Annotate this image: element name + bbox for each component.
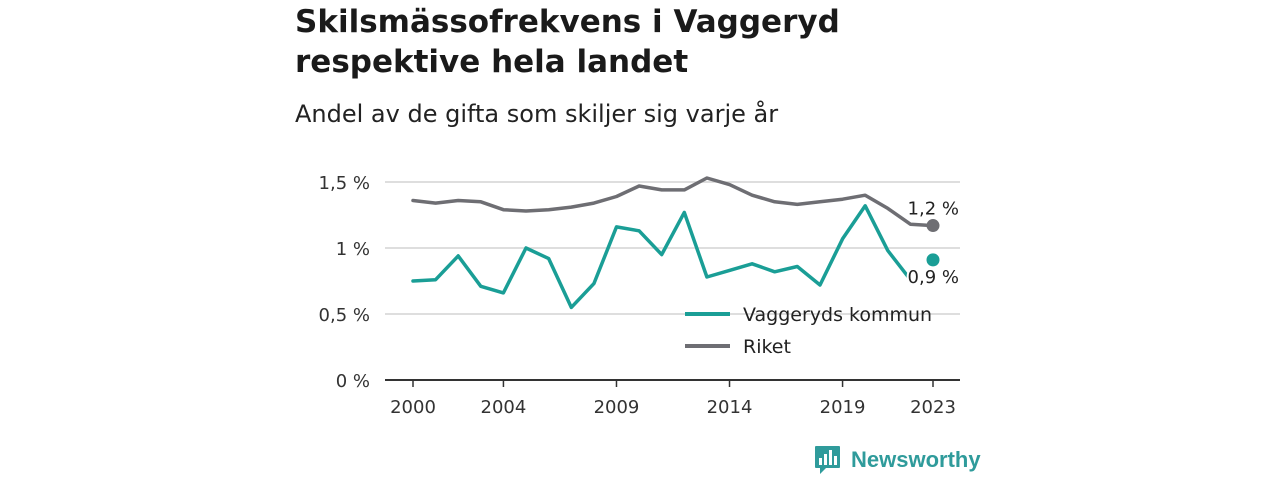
y-tick-label: 0 %: [336, 371, 370, 392]
y-tick-label: 0,5 %: [319, 305, 370, 326]
x-tick-label: 2004: [481, 397, 527, 418]
brand-name: Newsworthy: [851, 447, 981, 472]
y-tick-label: 1,5 %: [319, 173, 370, 194]
end-point-vaggeryd: [926, 253, 940, 267]
series-lines: [411, 176, 935, 310]
legend-label: Riket: [743, 336, 791, 358]
x-tick-label: 2019: [820, 397, 866, 418]
series-line-riket: [411, 176, 935, 228]
newsworthy-logo: Newsworthy: [814, 445, 981, 475]
chart-subtitle: Andel av de gifta som skiljer sig varje …: [295, 100, 779, 128]
x-tick-label: 2009: [594, 397, 640, 418]
y-axis-labels: 0 % 0,5 % 1 % 1,5 %: [319, 173, 370, 392]
x-tick-label: 2000: [390, 397, 436, 418]
legend-label: Vaggeryds kommun: [743, 304, 932, 326]
newsworthy-icon: [815, 446, 840, 474]
chart-title: Skilsmässofrekvens i Vaggeryd respektive…: [295, 4, 840, 80]
end-point-riket: [926, 219, 940, 233]
end-markers: 1,2 % 0,9 %: [906, 197, 961, 290]
x-tick-label: 2014: [707, 397, 753, 418]
legend: Vaggeryds kommun Riket: [685, 304, 932, 358]
series-line-vaggeryd: [411, 204, 913, 310]
end-label-riket: 1,2 %: [908, 199, 959, 220]
y-tick-label: 1 %: [336, 239, 370, 260]
grid-lines: [385, 181, 960, 315]
x-axis: 2000 2004 2009 2014 2019 2023: [385, 379, 960, 418]
x-tick-label: 2023: [910, 397, 956, 418]
end-label-vaggeryd: 0,9 %: [908, 267, 959, 288]
